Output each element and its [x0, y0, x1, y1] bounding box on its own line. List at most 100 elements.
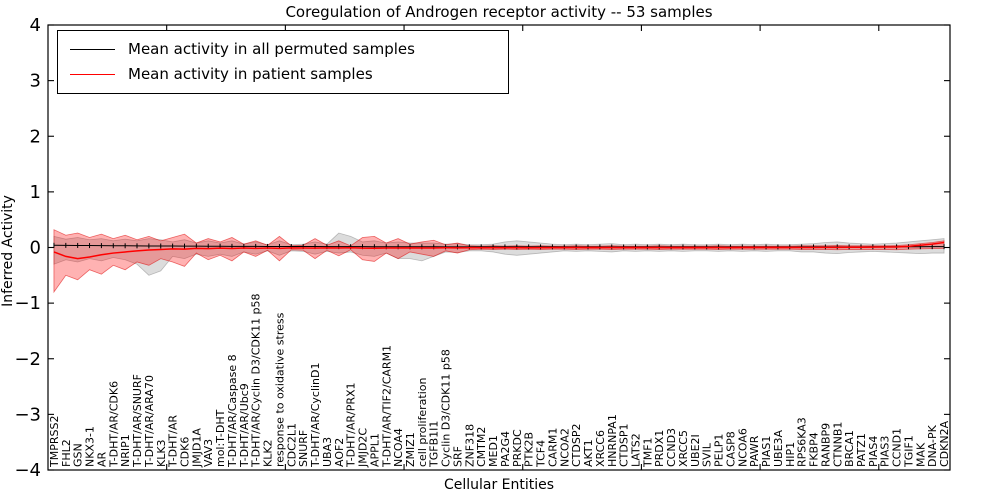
x-category-label: PIAS1 [760, 436, 773, 467]
x-category-label: XRCC5 [677, 430, 690, 467]
chart-title: Coregulation of Androgen receptor activi… [285, 3, 713, 21]
x-category-label: MAK [914, 442, 927, 467]
x-category-label: JMJD2C [357, 428, 370, 468]
x-category-label: NCOA6 [736, 428, 749, 467]
legend-item-permuted: Mean activity in all permuted samples [70, 39, 508, 58]
x-category-label: RPS6KA3 [796, 417, 809, 467]
x-category-label: VAV3 [202, 439, 215, 467]
y-tick-label: −4 [14, 460, 41, 481]
x-category-label: TMF1 [641, 437, 654, 468]
x-category-label: DNA-PK [926, 424, 939, 467]
x-category-label: T-DHT/AR/ARA70 [143, 375, 156, 468]
x-category-label: T-DHT/AR [167, 415, 180, 468]
x-category-label: TMPRSS2 [48, 416, 61, 468]
x-category-label: ZNF318 [463, 424, 476, 467]
x-category-label: PAWR [748, 435, 761, 467]
x-category-label: T-DHT/AR/CDK6 [107, 381, 120, 468]
x-category-label: CDK6 [178, 437, 191, 467]
x-category-label: KLK3 [155, 439, 168, 467]
x-category-label: CASP8 [724, 431, 737, 467]
y-tick-label: 3 [30, 71, 41, 92]
line-patient-mean [53, 241, 945, 260]
x-category-label: AR [95, 451, 108, 467]
x-category-label: CMTM2 [475, 427, 488, 467]
x-category-label: TCF4 [535, 440, 548, 468]
x-category-label: PELP1 [713, 434, 726, 467]
x-category-label: PIAS3 [879, 436, 892, 467]
x-category-label: AKT1 [582, 439, 595, 467]
x-category-label: APPL1 [368, 433, 381, 467]
x-category-label: FHL2 [60, 439, 73, 467]
x-category-label: RANBP9 [819, 423, 832, 467]
y-tick-label: −1 [14, 293, 41, 314]
x-category-label: LATS2 [629, 433, 642, 467]
x-category-label: AOF2 [333, 438, 346, 467]
x-category-label: HIP1 [784, 442, 797, 467]
legend-label-patient: Mean activity in patient samples [128, 65, 373, 84]
x-category-label: mol:T-DHT [214, 409, 227, 467]
x-category-label: TGFB1I1 [428, 421, 441, 468]
y-tick-label: −2 [14, 349, 41, 370]
y-tick-label: −3 [14, 404, 41, 425]
x-category-label: CARM1 [546, 428, 559, 467]
x-category-label: GSN [72, 443, 85, 467]
x-category-label: HNRNPA1 [606, 414, 619, 467]
x-category-label: SNURF [297, 430, 310, 467]
x-category-label: PRKDC [511, 429, 524, 467]
x-category-label: XRCC6 [594, 430, 607, 467]
x-category-label: T-DHT/AR/PRX1 [345, 382, 358, 468]
x-category-label: UBE3A [772, 429, 785, 467]
x-category-label: KLK2 [262, 439, 275, 467]
x-category-label: cell proliferation [416, 377, 429, 467]
x-category-label: T-DHT/AR/Cyclin D3/CDK11 p58 [250, 293, 263, 468]
x-category-label: NCOA4 [392, 428, 405, 467]
x-category-label: PIAS4 [867, 436, 880, 467]
x-category-label: PATZ1 [855, 433, 868, 467]
x-category-label: T-DHT/AR/Ubc9 [238, 383, 251, 468]
x-category-label: CCND1 [891, 428, 904, 467]
legend-item-patient: Mean activity in patient samples [70, 67, 508, 82]
x-category-label: CDKN2A [938, 420, 951, 467]
x-category-label: UBE2I [689, 434, 702, 467]
y-tick-label: 2 [30, 126, 41, 147]
x-category-label: PRDX1 [653, 430, 666, 467]
x-category-label: JMJD1A [190, 428, 203, 468]
y-tick-label: 1 [30, 182, 41, 203]
x-category-label: response to oxidative stress [273, 312, 286, 467]
x-category-label: SRF [451, 446, 464, 467]
x-category-label: NCOA2 [558, 428, 571, 467]
band-patient-samples-range [53, 229, 945, 294]
x-category-label: PTK2B [523, 432, 536, 467]
x-category-label: CTNNB1 [831, 422, 844, 467]
x-category-label: TGIF1 [902, 435, 915, 468]
legend-line-black-icon [70, 48, 115, 50]
x-category-label: CTDSP2 [570, 424, 583, 467]
x-category-label: CCND3 [665, 428, 678, 467]
x-category-label: FKBP4 [808, 432, 821, 467]
x-category-label: Cyclin D3/CDK11 p58 [440, 349, 453, 467]
x-category-label: SVIL [701, 442, 714, 467]
x-category-label: PA2G4 [499, 431, 512, 467]
legend: Mean activity in all permuted samples Me… [57, 30, 509, 94]
x-axis-label: Cellular Entities [443, 477, 555, 493]
band-permuted-samples-range [53, 232, 945, 276]
x-category-label: ZMIZ1 [404, 432, 417, 467]
y-tick-label: 0 [30, 238, 41, 259]
x-category-label: CDC2L1 [285, 423, 298, 467]
x-category-label: T-DHT/AR/Caspase 8 [226, 354, 239, 468]
legend-label-permuted: Mean activity in all permuted samples [128, 39, 415, 58]
y-tick-label: 4 [30, 15, 41, 36]
x-category-label: UBA3 [321, 437, 334, 467]
x-category-label: NKX3-1 [84, 426, 97, 467]
x-category-label: BRCA1 [843, 430, 856, 467]
x-category-label: CTDSP1 [618, 424, 631, 467]
y-axis-label: Inferred Activity [0, 195, 16, 307]
x-category-label: T-DHT/AR/CyclinD1 [309, 362, 322, 468]
x-category-label: NRIP1 [119, 434, 132, 467]
x-category-label: T-DHT/AR/SNURF [131, 374, 144, 468]
x-category-label: MED1 [487, 435, 500, 467]
x-category-label: T-DHT/AR/TIF2/CARM1 [380, 345, 393, 468]
legend-line-red-icon [70, 74, 115, 76]
